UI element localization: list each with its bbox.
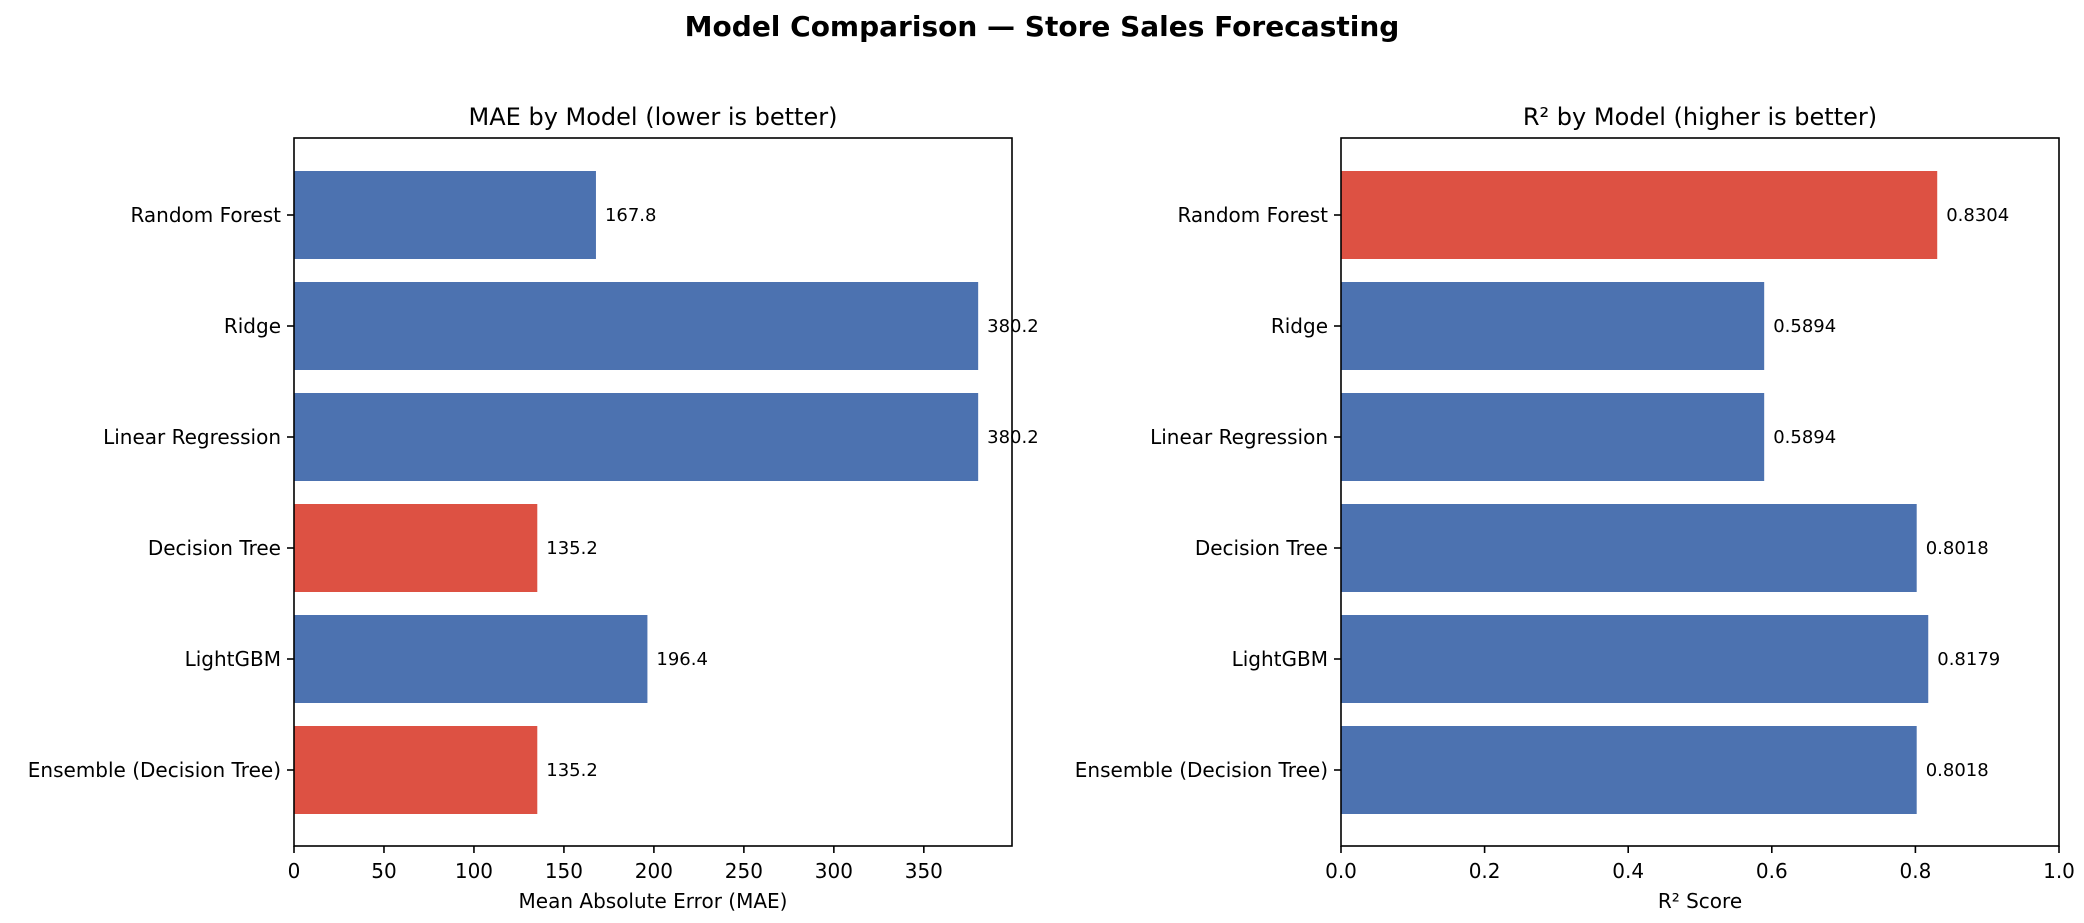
r2-data-label: 0.5894 [1773,427,1836,448]
mae-data-label: 167.8 [605,205,657,226]
mae-x-tick-label: 300 [815,859,853,883]
mae-y-tick-label: Linear Regression [103,425,281,449]
mae-data-label: 196.4 [656,649,708,670]
mae-x-tick-label: 100 [455,859,493,883]
mae-y-tick-label: Ensemble (Decision Tree) [28,758,281,782]
r2-data-label: 0.5894 [1773,316,1836,337]
mae-data-label: 380.2 [987,316,1039,337]
mae-data-label: 380.2 [987,427,1039,448]
mae-data-label: 135.2 [546,538,598,559]
r2-y-tick-label: Decision Tree [1195,536,1328,560]
r2-bar [1341,171,1938,259]
r2-bar [1341,615,1929,703]
r2-x-tick-label: 0.8 [1899,859,1931,883]
r2-x-tick-label: 1.0 [2043,859,2075,883]
r2-data-label: 0.8179 [1937,649,2000,670]
mae-x-tick-label: 200 [635,859,673,883]
r2-chart-title: R² by Model (higher is better) [1523,103,1877,131]
mae-bar [294,726,538,814]
mae-bar [294,171,596,259]
mae-x-tick-label: 350 [905,859,943,883]
r2-x-tick-label: 0.6 [1756,859,1788,883]
mae-x-tick-label: 150 [545,859,583,883]
mae-chart-panel: MAE by Model (lower is better) Mean Abso… [28,103,1039,913]
r2-y-tick-label: Ensemble (Decision Tree) [1075,758,1328,782]
mae-x-tick-label: 250 [725,859,763,883]
figure-title: Model Comparison — Store Sales Forecasti… [685,10,1400,43]
mae-axes-frame [293,137,1013,847]
r2-data-label: 0.8304 [1946,205,2009,226]
r2-axes-frame [1340,137,2060,847]
mae-x-tick-label: 50 [371,859,396,883]
r2-data-label: 0.8018 [1926,538,1989,559]
mae-y-tick-label: Decision Tree [148,536,281,560]
r2-y-tick-label: LightGBM [1232,647,1328,671]
mae-y-tick-label: LightGBM [185,647,281,671]
mae-bar [294,504,538,592]
r2-x-axis-label: R² Score [1658,889,1742,913]
mae-x-tick-label: 0 [288,859,301,883]
r2-bar [1341,393,1765,481]
r2-x-tick-label: 0.0 [1325,859,1357,883]
r2-x-tick-label: 0.2 [1469,859,1501,883]
mae-y-tick-label: Ridge [224,314,281,338]
r2-data-label: 0.8018 [1926,760,1989,781]
mae-bar [294,282,979,370]
r2-chart-panel: R² by Model (higher is better) R² Score … [1075,103,2075,913]
r2-y-tick-label: Ridge [1271,314,1328,338]
r2-y-tick-label: Linear Regression [1150,425,1328,449]
mae-y-tick-label: Random Forest [130,203,281,227]
mae-x-axis-label: Mean Absolute Error (MAE) [519,889,788,913]
r2-bar [1341,504,1917,592]
r2-x-tick-label: 0.4 [1612,859,1644,883]
r2-y-tick-label: Random Forest [1177,203,1328,227]
r2-bar [1341,282,1765,370]
mae-data-label: 135.2 [546,760,598,781]
mae-bar [294,615,648,703]
mae-chart-title: MAE by Model (lower is better) [469,103,838,131]
r2-bar [1341,726,1917,814]
mae-bar [294,393,979,481]
